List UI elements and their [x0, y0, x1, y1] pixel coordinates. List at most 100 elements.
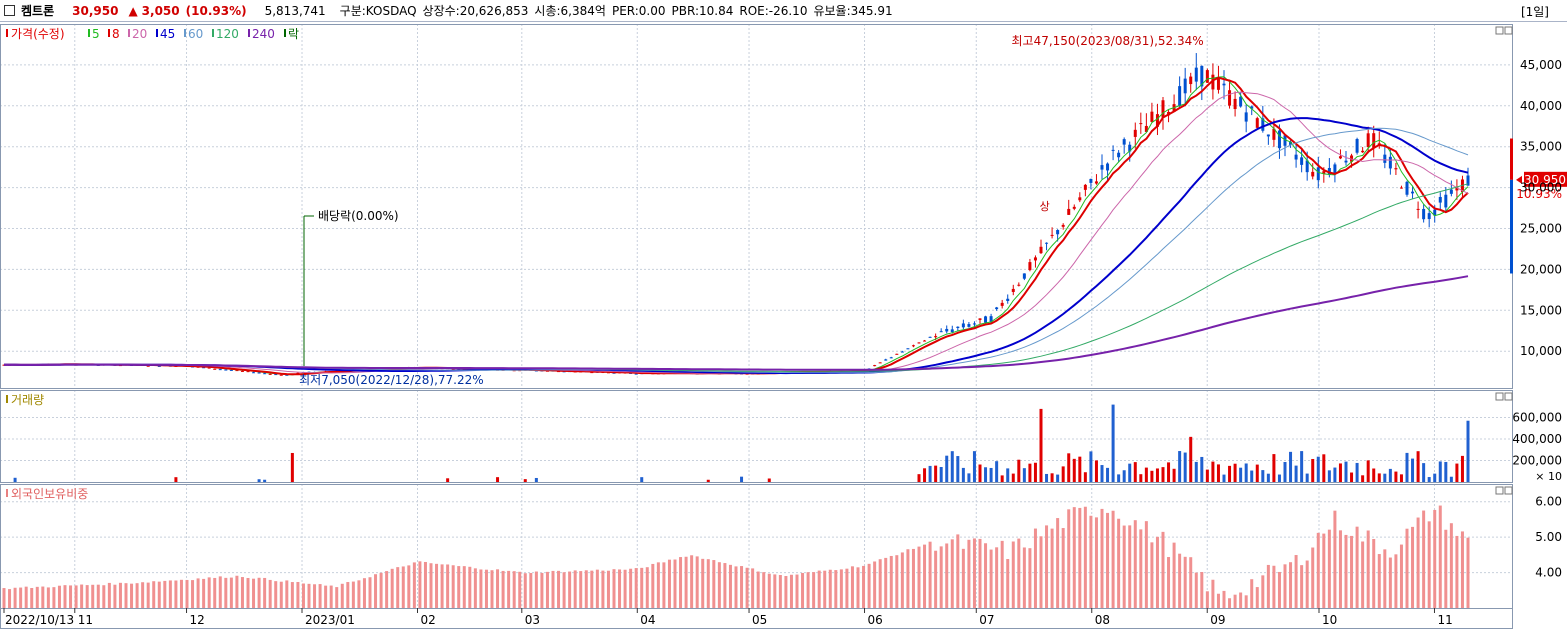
foreign-ratio-bar	[435, 563, 439, 608]
volume-bar	[1272, 454, 1276, 482]
candle-body	[1178, 86, 1182, 106]
foreign-ratio-bar	[557, 570, 561, 608]
foreign-ratio-bar	[839, 569, 843, 608]
foreign-ratio-bar	[396, 567, 400, 608]
foreign-ratio-bar	[540, 572, 544, 608]
foreign-ratio-bar	[895, 555, 899, 608]
foreign-ratio-bar	[523, 573, 527, 608]
foreign-ratio-bar	[423, 561, 427, 608]
volume-pane-label: 거래량	[11, 393, 44, 407]
foreign-ratio-bar	[440, 564, 444, 608]
foreign-ratio-bar	[507, 570, 511, 608]
period-selector[interactable]: [1일]	[1520, 5, 1549, 19]
volume-bar	[1427, 477, 1431, 482]
candle-body	[1022, 273, 1026, 279]
foreign-ratio-bar	[850, 566, 854, 608]
candle-body	[246, 371, 250, 373]
foreign-ratio-bar	[867, 563, 871, 608]
candle-body	[1028, 262, 1032, 271]
foreign-ratio-bar	[185, 579, 189, 608]
x-axis-frame	[0, 608, 1513, 629]
candle-body	[1449, 189, 1453, 194]
candle-body	[1261, 118, 1265, 131]
foreign-ratio-bar	[740, 566, 744, 608]
volume-bar	[1294, 465, 1298, 482]
foreign-ratio-bar	[318, 584, 322, 608]
candle-body	[1239, 96, 1243, 107]
foreign-ratio-bar	[41, 586, 45, 608]
volume-bar	[174, 477, 178, 482]
foreign-ratio-bar	[667, 559, 671, 608]
volume-bar	[1300, 451, 1304, 482]
foreign-ratio-bar	[141, 582, 145, 608]
foreign-ratio-bar	[1427, 521, 1431, 608]
candle-body	[1089, 178, 1093, 183]
foreign-ratio-bar	[479, 569, 483, 608]
foreign-ratio-bar	[1144, 521, 1148, 608]
candle-body	[911, 345, 915, 347]
volume-tick-label: 600,000	[1512, 411, 1562, 425]
foreign-ratio-bar	[734, 566, 738, 608]
volume-bar	[1039, 408, 1043, 482]
volume-bar	[1022, 468, 1026, 482]
current-price: 30,950	[72, 3, 119, 18]
volume-bar	[1438, 461, 1442, 482]
candle-body	[1333, 164, 1337, 174]
foreign-ratio-bar	[80, 584, 84, 608]
pane-close-icon	[1504, 486, 1513, 495]
pane-minimize-icon	[1495, 26, 1504, 35]
candle-body	[1122, 139, 1126, 145]
x-tick-label: 08	[1095, 613, 1110, 627]
foreign-ratio-bar	[978, 538, 982, 608]
foreign-ratio-bar	[102, 585, 106, 608]
select-checkbox[interactable]	[4, 5, 15, 16]
legend-marker	[6, 395, 8, 403]
foreign-ratio-bar	[407, 565, 411, 608]
dividend-legend-label: 락	[288, 27, 299, 41]
foreign-ratio-bar	[679, 557, 683, 608]
candle-body	[895, 353, 899, 355]
foreign-ratio-bar	[1072, 507, 1076, 608]
candle-body	[1083, 184, 1087, 190]
volume-bar	[13, 477, 17, 482]
foreign-ratio-bar	[1239, 592, 1243, 608]
volume-bar	[446, 478, 450, 482]
volume-bar	[1361, 475, 1365, 482]
foreign-ratio-bar	[673, 559, 677, 608]
volume-unit-label: × 10	[1535, 470, 1562, 483]
foreign-ratio-bar	[862, 565, 866, 608]
candle-body	[1250, 106, 1254, 109]
foreign-ratio-bar	[1139, 529, 1143, 608]
volume-tick-label: 200,000	[1512, 454, 1562, 468]
foreign-ratio-bar	[24, 586, 28, 608]
candle-body	[612, 372, 616, 374]
candle-body	[978, 318, 982, 320]
foreign-ratio-bar	[1211, 579, 1215, 608]
volume-bar	[1144, 467, 1148, 482]
foreign-ratio-bar	[534, 571, 538, 608]
foreign-ratio-bar	[157, 581, 161, 608]
candle-body	[1061, 224, 1065, 227]
volume-bar	[1083, 472, 1087, 482]
candle-body	[1056, 230, 1060, 235]
foreign-ratio-bar	[368, 577, 372, 608]
legend-marker	[284, 29, 286, 37]
ma-240-line	[4, 275, 1469, 371]
foreign-ratio-bar	[124, 583, 128, 608]
chart-grid	[0, 24, 1512, 608]
foreign-ratio-bar	[1416, 517, 1420, 608]
foreign-ratio-bar	[1250, 579, 1254, 608]
foreign-ratio-bar	[762, 572, 766, 608]
candle-body	[889, 357, 893, 359]
foreign-ratio-bar	[1383, 549, 1387, 608]
volume-bar	[1377, 473, 1381, 482]
ma-8-line	[4, 76, 1469, 376]
foreign-ratio-bar	[1444, 529, 1448, 608]
x-tick-label: 06	[868, 613, 883, 627]
foreign-ratio-bar	[989, 549, 993, 608]
foreign-ratio-bar	[274, 581, 278, 608]
foreign-ratio-bar	[695, 556, 699, 608]
volume-bar	[1449, 476, 1453, 482]
foreign-ratio-bar	[246, 577, 250, 608]
